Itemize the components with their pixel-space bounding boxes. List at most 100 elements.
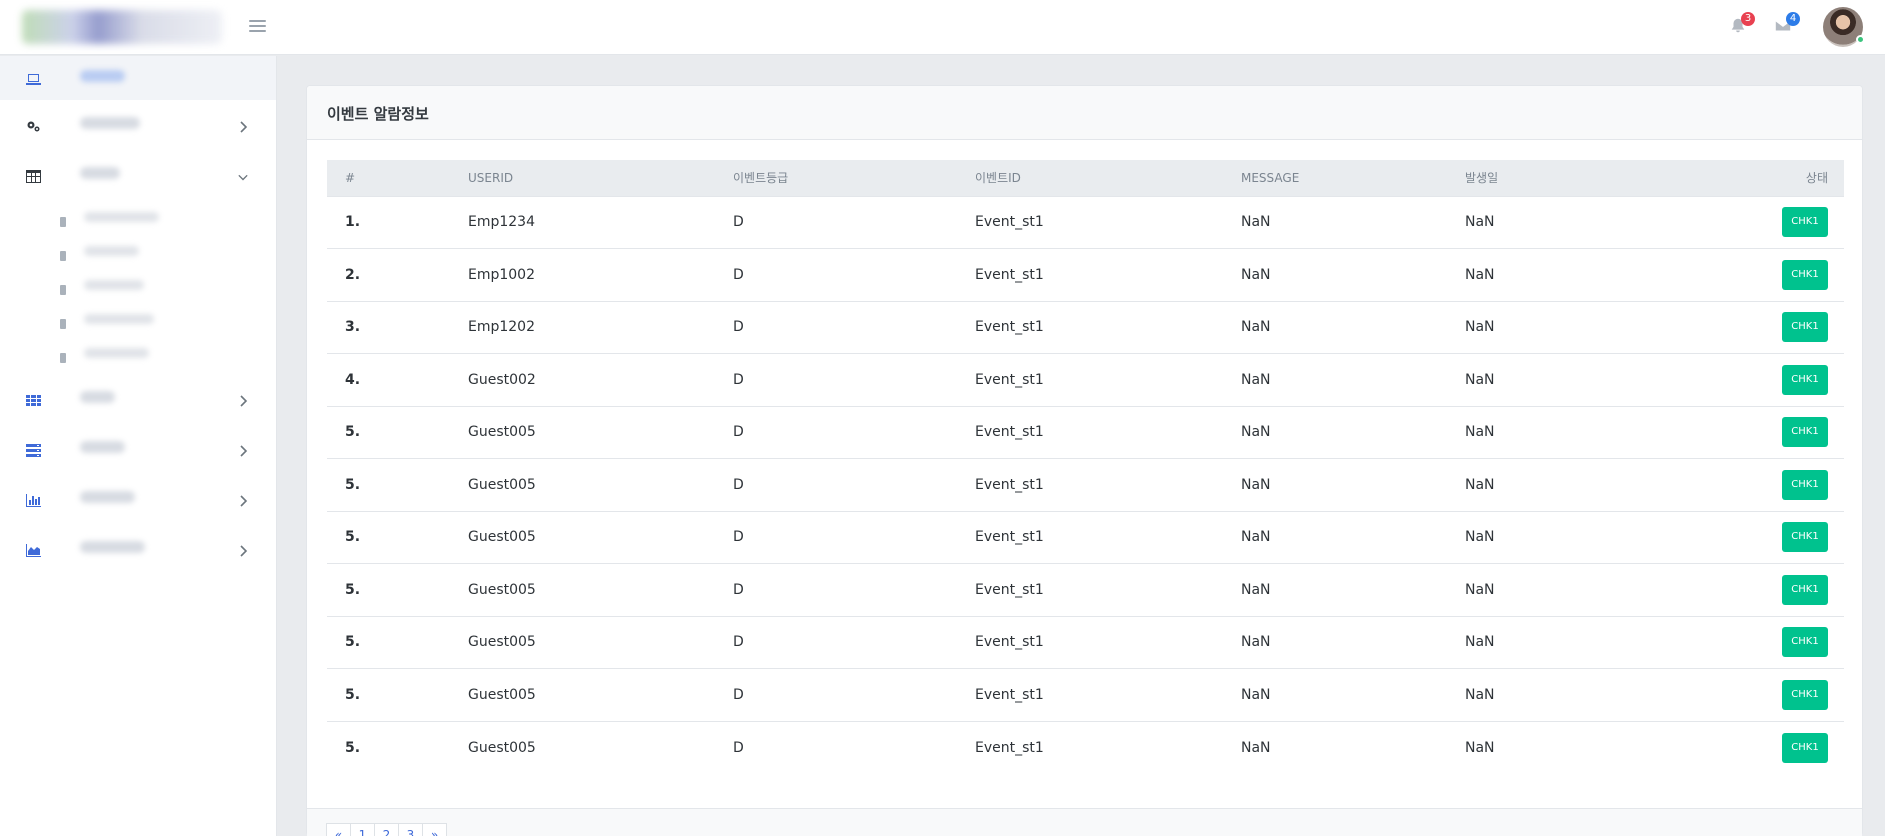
messages-badge: 4	[1786, 12, 1800, 26]
cell-row-number: 5.	[327, 458, 450, 511]
cell-event-grade: D	[715, 248, 957, 301]
cell-message: NaN	[1223, 458, 1447, 511]
cell-event-grade: D	[715, 720, 957, 774]
cell-event-id: Event_st1	[957, 353, 1223, 406]
top-navbar: 3 4	[0, 0, 1885, 55]
online-status-indicator	[1856, 35, 1865, 44]
status-button[interactable]: CHK1	[1782, 364, 1828, 395]
sidebar-item-bar-chart[interactable]	[0, 477, 276, 521]
card-title: 이벤트 알람정보	[327, 105, 429, 123]
status-button[interactable]: CHK1	[1782, 522, 1828, 553]
cell-message: NaN	[1223, 248, 1447, 301]
notifications-badge: 3	[1741, 12, 1755, 26]
cell-message: NaN	[1223, 353, 1447, 406]
cell-message: NaN	[1223, 563, 1447, 616]
cell-event-id: Event_st1	[957, 195, 1223, 249]
sidebar-subitem-4[interactable]	[0, 304, 276, 336]
sidebar-subitem-5[interactable]	[0, 338, 276, 370]
sidebar-item-dashboard[interactable]	[0, 56, 276, 100]
sidebar-item-label	[80, 117, 140, 129]
status-button[interactable]: CHK1	[1782, 312, 1828, 343]
sidebar-subitem-3[interactable]	[0, 270, 276, 302]
cell-event-grade: D	[715, 353, 957, 406]
pagination-page-1[interactable]: 1	[350, 823, 375, 836]
sidebar-item-tables[interactable]	[0, 153, 276, 197]
cell-status: CHK1	[1647, 458, 1844, 511]
cell-event-id: Event_st1	[957, 615, 1223, 669]
cell-status: CHK1	[1647, 668, 1844, 721]
sidebar-item-area-chart[interactable]	[0, 527, 276, 571]
status-button[interactable]: CHK1	[1782, 574, 1828, 605]
sidebar-subitem-2[interactable]	[0, 236, 276, 268]
status-button[interactable]: CHK1	[1782, 417, 1828, 448]
cell-row-number: 5.	[327, 405, 450, 459]
cell-row-number: 5.	[327, 615, 450, 669]
notifications-button[interactable]: 3	[1729, 12, 1755, 39]
status-button[interactable]: CHK1	[1782, 207, 1828, 238]
column-header: MESSAGE	[1223, 160, 1447, 196]
app-logo[interactable]	[22, 10, 222, 44]
chevron-right-icon	[238, 118, 248, 133]
file-icon	[60, 280, 66, 295]
cell-message: NaN	[1223, 615, 1447, 669]
cell-event-id: Event_st1	[957, 563, 1223, 616]
cell-status: CHK1	[1647, 510, 1844, 564]
cell-event-id: Event_st1	[957, 248, 1223, 301]
cell-occurred-date: NaN	[1447, 458, 1647, 511]
chevron-down-icon	[238, 168, 248, 181]
cell-status: CHK1	[1647, 405, 1844, 459]
status-button[interactable]: CHK1	[1782, 627, 1828, 658]
cell-message: NaN	[1223, 720, 1447, 774]
cell-status: CHK1	[1647, 248, 1844, 301]
chevron-right-icon	[238, 392, 248, 407]
file-icon	[60, 348, 66, 363]
pagination-prev[interactable]: «	[326, 823, 351, 836]
status-button[interactable]: CHK1	[1782, 469, 1828, 500]
table-row: 1. Emp1234 D Event_st1 NaN NaN CHK1	[327, 195, 1844, 249]
hamburger-icon[interactable]	[249, 17, 266, 37]
table-row: 5. Guest005 D Event_st1 NaN NaN CHK1	[327, 563, 1844, 616]
cell-row-number: 1.	[327, 195, 450, 249]
cell-user-id: Emp1202	[450, 300, 715, 354]
messages-button[interactable]: 4	[1774, 12, 1800, 39]
cell-row-number: 5.	[327, 510, 450, 564]
sidebar-subitem-label	[84, 212, 159, 222]
table-row: 4. Guest002 D Event_st1 NaN NaN CHK1	[327, 353, 1844, 406]
cell-row-number: 5.	[327, 563, 450, 616]
table-row: 3. Emp1202 D Event_st1 NaN NaN CHK1	[327, 300, 1844, 354]
sidebar-item-settings[interactable]	[0, 103, 276, 147]
sidebar	[0, 56, 277, 836]
cogs-icon	[26, 118, 41, 132]
cell-message: NaN	[1223, 300, 1447, 354]
cell-event-grade: D	[715, 300, 957, 354]
cell-event-id: Event_st1	[957, 300, 1223, 354]
cell-status: CHK1	[1647, 563, 1844, 616]
column-header: 이벤트ID	[957, 160, 1223, 196]
table-icon	[26, 168, 41, 183]
sidebar-item-label	[80, 441, 125, 453]
table-header-row: # USERID 이벤트등급 이벤트ID MESSAGE 발생일 상태	[327, 160, 1844, 196]
card-header: 이벤트 알람정보	[307, 86, 1862, 140]
cell-message: NaN	[1223, 195, 1447, 249]
sidebar-item-label	[80, 70, 125, 82]
sidebar-item-label	[80, 541, 145, 553]
sidebar-subitem-1[interactable]	[0, 202, 276, 234]
status-button[interactable]: CHK1	[1782, 732, 1828, 763]
status-button[interactable]: CHK1	[1782, 679, 1828, 710]
cell-row-number: 2.	[327, 248, 450, 301]
pagination-page-2[interactable]: 2	[374, 823, 399, 836]
file-icon	[60, 314, 66, 329]
pagination-page-3[interactable]: 3	[398, 823, 423, 836]
sidebar-item-grid[interactable]	[0, 377, 276, 421]
cell-occurred-date: NaN	[1447, 615, 1647, 669]
cell-event-id: Event_st1	[957, 405, 1223, 459]
cell-event-grade: D	[715, 668, 957, 721]
table-row: 5. Guest005 D Event_st1 NaN NaN CHK1	[327, 458, 1844, 511]
status-button[interactable]: CHK1	[1782, 259, 1828, 290]
pagination-next[interactable]: »	[422, 823, 447, 836]
cell-user-id: Guest005	[450, 510, 715, 564]
sidebar-item-server[interactable]	[0, 427, 276, 471]
cell-event-id: Event_st1	[957, 510, 1223, 564]
cell-user-id: Emp1002	[450, 248, 715, 301]
cell-occurred-date: NaN	[1447, 248, 1647, 301]
